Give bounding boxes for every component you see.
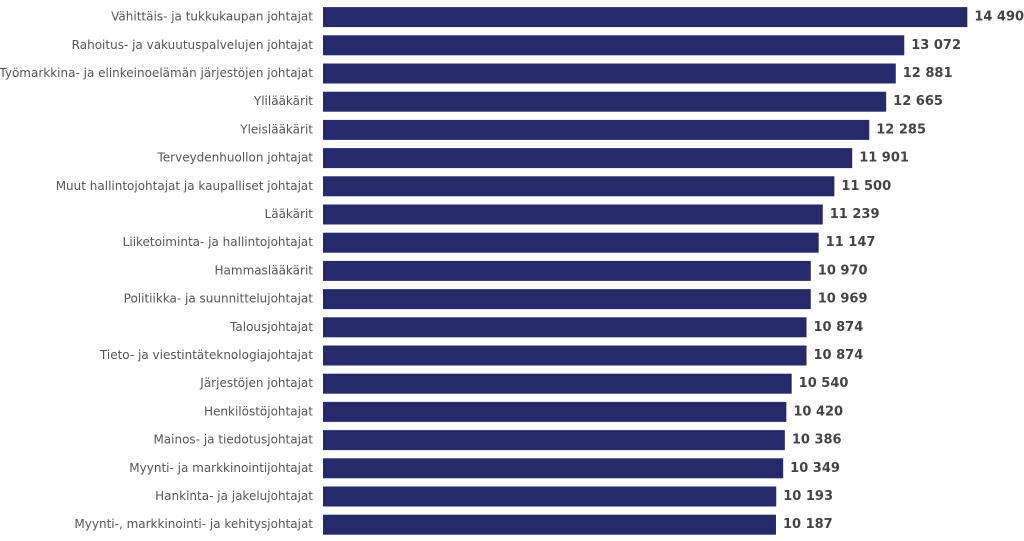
category-label: Talousjohtajat bbox=[229, 320, 313, 334]
value-label: 10 420 bbox=[793, 404, 843, 419]
bar bbox=[323, 317, 807, 338]
bar bbox=[323, 119, 870, 140]
category-label: Työmarkkina- ja elinkeinoelämän järjestö… bbox=[0, 66, 313, 80]
value-label: 10 540 bbox=[799, 376, 849, 391]
category-label: Myynti-, markkinointi- ja kehitysjohtaja… bbox=[74, 517, 313, 531]
category-label: Vähittäis- ja tukkukaupan johtajat bbox=[111, 10, 313, 24]
category-label: Hankinta- ja jakelujohtajat bbox=[155, 489, 313, 503]
value-label: 10 193 bbox=[783, 489, 833, 504]
category-label: Yleislääkärit bbox=[239, 122, 313, 136]
bar bbox=[323, 430, 785, 451]
category-label: Politiikka- ja suunnittelujohtajat bbox=[124, 292, 314, 306]
value-label: 10 874 bbox=[814, 320, 864, 335]
bar bbox=[323, 458, 784, 479]
category-label: Rahoitus- ja vakuutuspalvelujen johtajat bbox=[72, 38, 314, 52]
value-label: 13 072 bbox=[911, 38, 961, 53]
category-label: Muut hallintojohtajat ja kaupalliset joh… bbox=[56, 179, 314, 193]
bar bbox=[323, 63, 896, 84]
category-label: Myynti- ja markkinointijohtajat bbox=[129, 461, 313, 475]
bar bbox=[323, 260, 811, 281]
bar bbox=[323, 345, 807, 366]
bar bbox=[323, 148, 853, 169]
value-label: 10 874 bbox=[814, 348, 864, 363]
value-label: 14 490 bbox=[974, 10, 1024, 25]
category-label: Mainos- ja tiedotusjohtajat bbox=[153, 433, 313, 447]
value-label: 10 386 bbox=[792, 433, 842, 448]
category-label: Hammaslääkärit bbox=[215, 263, 314, 277]
bar bbox=[323, 373, 792, 394]
value-label: 11 500 bbox=[841, 179, 891, 194]
category-label: Terveydenhuollon johtajat bbox=[156, 151, 313, 165]
value-label: 12 881 bbox=[903, 66, 953, 81]
bar bbox=[323, 232, 819, 253]
category-label: Ylilääkärit bbox=[253, 94, 313, 108]
category-label: Lääkärit bbox=[265, 207, 314, 221]
value-label: 10 970 bbox=[818, 263, 868, 278]
value-label: 10 187 bbox=[783, 517, 833, 532]
bar bbox=[323, 91, 887, 112]
bar bbox=[323, 7, 968, 28]
value-label: 11 147 bbox=[826, 235, 876, 250]
category-label: Liiketoiminta- ja hallintojohtajat bbox=[123, 235, 314, 249]
bar bbox=[323, 486, 777, 507]
bar bbox=[323, 176, 835, 197]
bar bbox=[323, 401, 787, 422]
bar bbox=[323, 35, 905, 56]
category-label: Järjestöjen johtajat bbox=[199, 376, 313, 390]
value-label: 12 285 bbox=[876, 122, 926, 137]
bar bbox=[323, 204, 823, 225]
category-label: Henkilöstöjohtajat bbox=[204, 404, 313, 418]
bar bbox=[323, 514, 776, 535]
value-label: 10 349 bbox=[790, 461, 840, 476]
value-label: 11 901 bbox=[859, 151, 909, 166]
bar bbox=[323, 289, 811, 310]
value-label: 11 239 bbox=[830, 207, 880, 222]
category-label: Tieto- ja viestintäteknologiajohtajat bbox=[99, 348, 313, 362]
value-label: 10 969 bbox=[818, 292, 868, 307]
value-label: 12 665 bbox=[893, 94, 943, 109]
